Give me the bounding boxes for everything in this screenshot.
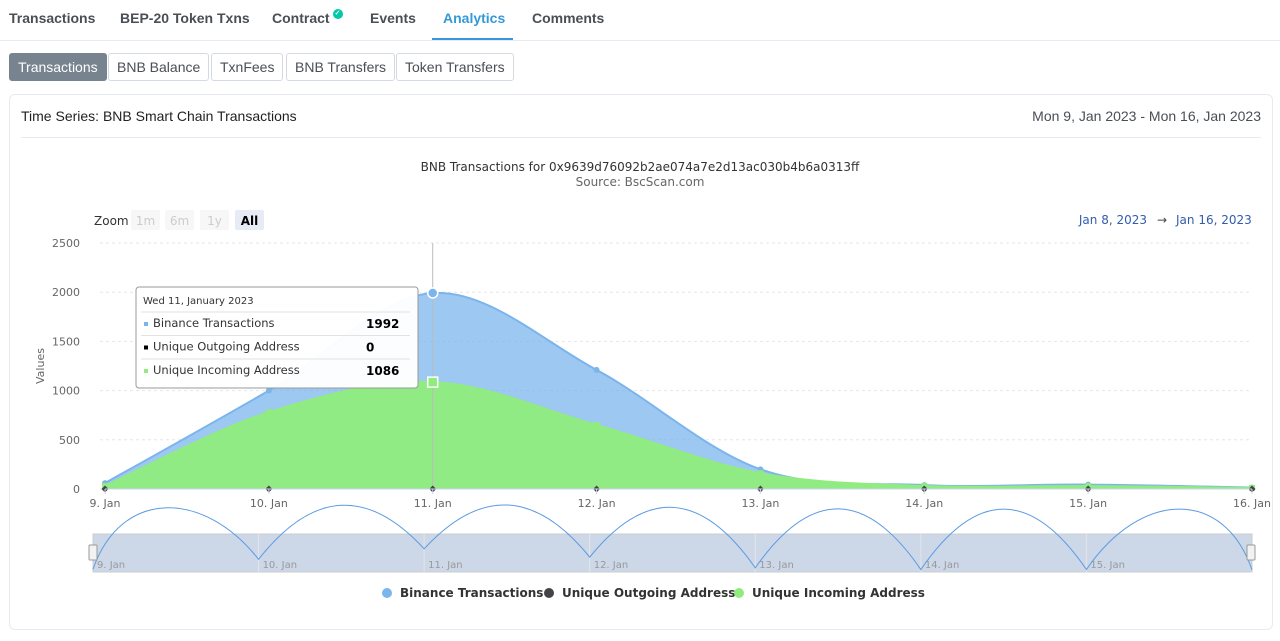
- tooltip-series-marker: [144, 369, 148, 373]
- navigator-handle-left[interactable]: [88, 544, 98, 561]
- subtab-bnb-balance[interactable]: BNB Balance: [108, 53, 210, 81]
- zoom-label: Zoom: [94, 214, 129, 228]
- tooltip-series-name: Unique Outgoing Address: [153, 340, 300, 354]
- y-tick-label: 500: [59, 434, 80, 447]
- data-point-unique-incoming-address[interactable]: [593, 422, 600, 429]
- data-point-unique-incoming-address[interactable]: [265, 409, 272, 416]
- tooltip-date: Wed 11, January 2023: [143, 296, 254, 307]
- zoom-1m-button-bg: [131, 210, 160, 230]
- tab-transactions[interactable]: Transactions: [9, 10, 96, 26]
- tab-analytics[interactable]: Analytics: [443, 10, 506, 26]
- zoom-1y-button-bg: [200, 210, 229, 230]
- navigator-tick-label: 12. Jan: [594, 560, 629, 571]
- x-tick-label: 15. Jan: [1069, 497, 1107, 510]
- chart-title: BNB Transactions for 0x9639d76092b2ae074…: [421, 160, 860, 174]
- legend-marker[interactable]: [544, 588, 554, 598]
- zoom-all-button-bg: [235, 210, 264, 230]
- y-tick-label: 0: [73, 483, 80, 496]
- chart-card: Time Series: BNB Smart Chain Transaction…: [9, 94, 1273, 630]
- active-tab-indicator: [432, 38, 513, 40]
- range-arrow: →: [1157, 213, 1167, 227]
- zoom-1y-button[interactable]: 1y: [207, 214, 222, 228]
- x-tick-label: 13. Jan: [741, 497, 779, 510]
- navigator-tick-label: 10. Jan: [263, 560, 298, 571]
- subtab-token-transfers[interactable]: Token Transfers: [396, 53, 514, 81]
- chart-subtitle: Source: BscScan.com: [576, 175, 705, 189]
- zoom-6m-button[interactable]: 6m: [170, 214, 189, 228]
- zoom-1m-button[interactable]: 1m: [136, 214, 155, 228]
- tooltip-series-value: 0: [366, 341, 374, 355]
- card-date-range: Mon 9, Jan 2023 - Mon 16, Jan 2023: [1032, 108, 1261, 124]
- x-tick-label: 10. Jan: [250, 497, 288, 510]
- legend-marker[interactable]: [382, 588, 392, 598]
- zoom-6m-button-bg: [165, 210, 194, 230]
- x-tick-label: 11. Jan: [414, 497, 452, 510]
- tooltip-series-marker: [144, 322, 148, 326]
- tab-contract[interactable]: Contract ✓: [272, 9, 343, 26]
- series-line-unique-incoming-address: [104, 380, 1253, 490]
- x-tick-label: 14. Jan: [905, 497, 943, 510]
- tooltip-series-name: Binance Transactions: [153, 316, 275, 330]
- series-area-unique-incoming-address: [105, 381, 1252, 489]
- zoom-all-button[interactable]: All: [241, 214, 259, 228]
- tab-bep20-token-txns[interactable]: BEP-20 Token Txns: [120, 10, 250, 26]
- navigator-series-line: [92, 504, 1253, 571]
- subtab-txnfees[interactable]: TxnFees: [211, 53, 284, 81]
- tooltip-series-value: 1992: [366, 317, 399, 331]
- y-tick-label: 2500: [52, 237, 80, 250]
- data-point-binance-transactions[interactable]: [265, 387, 272, 394]
- x-tick-label: 12. Jan: [578, 497, 616, 510]
- legend-marker[interactable]: [734, 588, 744, 598]
- navigator-tick-label: 11. Jan: [428, 560, 463, 571]
- x-tick-label: 9. Jan: [90, 497, 121, 510]
- legend-label[interactable]: Binance Transactions: [400, 586, 543, 600]
- y-tick-label: 2000: [52, 286, 80, 299]
- tab-comments[interactable]: Comments: [532, 10, 605, 26]
- card-title: Time Series: BNB Smart Chain Transaction…: [21, 108, 297, 124]
- legend-label[interactable]: Unique Incoming Address: [752, 586, 925, 600]
- data-point-unique-incoming-address[interactable]: [757, 470, 764, 477]
- navigator-tick-label: 15. Jan: [1090, 560, 1125, 571]
- navigator-handle-right[interactable]: [1246, 544, 1256, 561]
- navigator-tick-label: 9. Jan: [97, 560, 125, 571]
- data-point-binance-transactions[interactable]: [593, 366, 600, 373]
- data-point-unique-incoming-address[interactable]: [426, 376, 439, 388]
- tooltip-series-name: Unique Incoming Address: [153, 363, 300, 377]
- x-tick-label: 16. Jan: [1233, 497, 1271, 510]
- y-axis-title: Values: [34, 348, 47, 384]
- navigator-tick-label: 13. Jan: [759, 560, 794, 571]
- tooltip-series-value: 1086: [366, 364, 399, 378]
- range-from[interactable]: Jan 8, 2023: [1078, 213, 1147, 227]
- navigator-tick-label: 14. Jan: [925, 560, 960, 571]
- tab-contract-label: Contract: [272, 10, 330, 26]
- navigator-mask: [92, 533, 1253, 573]
- tooltip-series-marker: [144, 345, 148, 350]
- y-tick-label: 1000: [52, 385, 80, 398]
- range-to[interactable]: Jan 16, 2023: [1175, 213, 1252, 227]
- y-tick-label: 1500: [52, 335, 80, 348]
- card-divider: [21, 137, 1261, 138]
- verified-check-icon: ✓: [332, 9, 343, 19]
- tab-events[interactable]: Events: [370, 10, 416, 26]
- legend-label[interactable]: Unique Outgoing Address: [562, 586, 735, 600]
- tab-bar: Transactions BEP-20 Token Txns Contract ✓…: [0, 0, 1280, 41]
- subtab-transactions[interactable]: Transactions: [9, 53, 107, 81]
- subtab-bnb-transfers[interactable]: BNB Transfers: [286, 53, 396, 81]
- data-point-binance-transactions[interactable]: [426, 287, 439, 299]
